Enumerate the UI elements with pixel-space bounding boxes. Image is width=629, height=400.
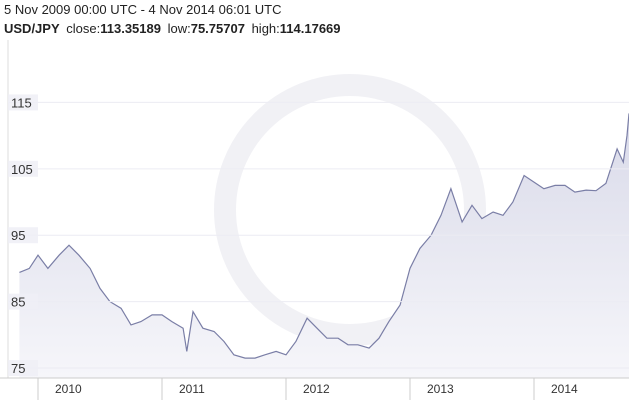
y-tick-label: 85 bbox=[11, 295, 25, 310]
close-value: 113.35189 bbox=[100, 21, 161, 36]
y-tick-label: 75 bbox=[11, 361, 25, 376]
x-axis-band bbox=[0, 378, 629, 400]
y-tick-bg bbox=[8, 94, 38, 111]
y-tick-bg bbox=[8, 293, 38, 310]
y-tick-label: 115 bbox=[11, 95, 32, 110]
y-tick-label: 95 bbox=[11, 228, 25, 243]
x-tick-label: 2010 bbox=[55, 382, 82, 396]
line bbox=[19, 113, 629, 359]
y-tick-label: 105 bbox=[11, 162, 33, 177]
high-label: high: bbox=[252, 21, 280, 36]
x-tick-label: 2014 bbox=[551, 382, 578, 396]
x-tick-label: 2012 bbox=[303, 382, 330, 396]
chart-subtitle: USD/JPY close:113.35189 low:75.75707 hig… bbox=[4, 21, 341, 36]
y-tick-bg bbox=[8, 227, 38, 244]
area bbox=[19, 113, 629, 379]
high-value: 114.17669 bbox=[280, 21, 341, 36]
pair: USD/JPY bbox=[4, 21, 60, 36]
low-value: 75.75707 bbox=[191, 21, 245, 36]
low-label: low: bbox=[168, 21, 191, 36]
close-label: close: bbox=[66, 21, 100, 36]
x-tick-label: 2011 bbox=[179, 382, 205, 396]
y-tick-bg bbox=[8, 360, 38, 377]
y-tick-bg bbox=[8, 160, 38, 177]
x-tick-label: 2013 bbox=[427, 382, 454, 396]
chart-title: 5 Nov 2009 00:00 UTC - 4 Nov 2014 06:01 … bbox=[4, 2, 281, 17]
